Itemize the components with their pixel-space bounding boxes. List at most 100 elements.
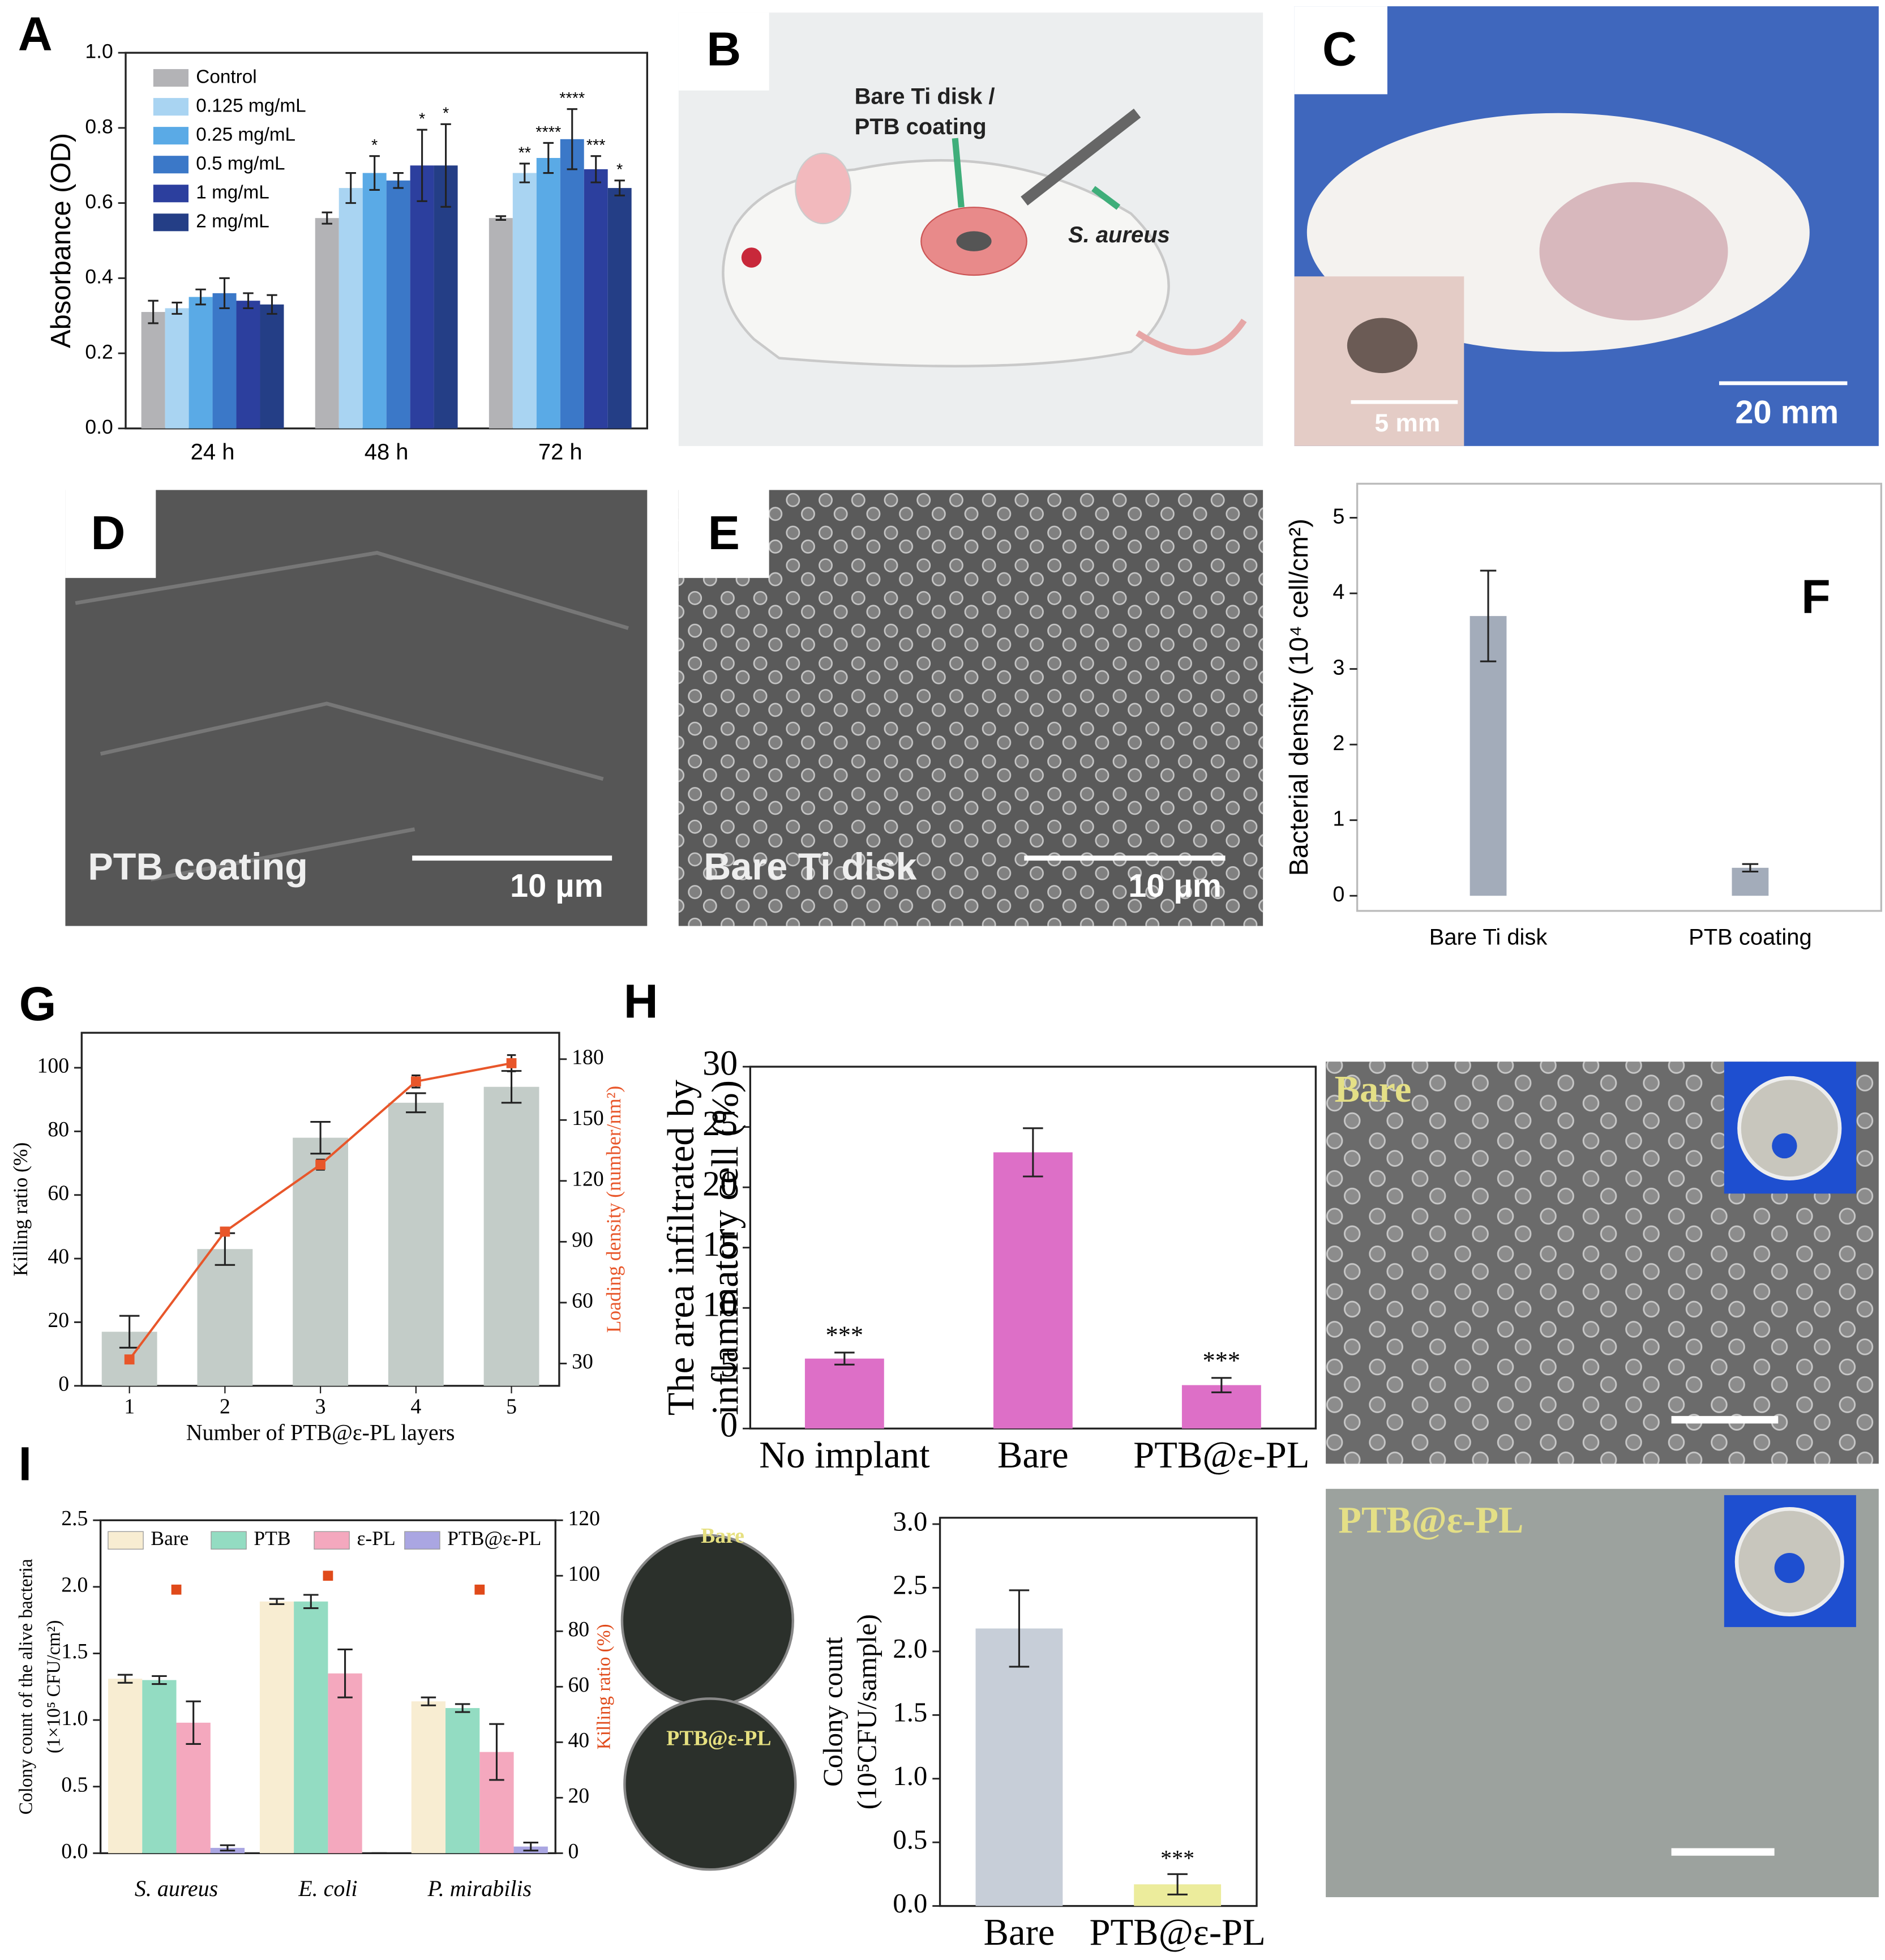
x-tick-label: No implant bbox=[759, 1435, 930, 1476]
plate bbox=[620, 1534, 795, 1707]
y-axis-title: (1×10⁵ CFU/cm²) bbox=[43, 1620, 64, 1753]
legend-swatch bbox=[153, 213, 188, 232]
bar bbox=[483, 1086, 539, 1386]
sem-panels: Bare PTB@ε-PL bbox=[1326, 1062, 1879, 1898]
implant bbox=[1347, 318, 1418, 374]
bar bbox=[108, 1679, 143, 1854]
panel-letter: A bbox=[18, 7, 53, 61]
point bbox=[124, 1354, 135, 1365]
legend-label: 1 mg/mL bbox=[196, 182, 269, 203]
y-axis-title: inflammatory cell (%) bbox=[705, 1080, 746, 1415]
legend-swatch bbox=[153, 127, 188, 145]
panel-letter: C bbox=[1322, 22, 1357, 75]
legend-swatch bbox=[314, 1531, 350, 1550]
y-tick-label: 3.0 bbox=[893, 1505, 927, 1537]
bar bbox=[386, 180, 410, 429]
y2-axis-title: Loading density (number/nm²) bbox=[602, 1086, 625, 1333]
y-tick-label: 0 bbox=[568, 1839, 579, 1863]
x-axis-title: Number of PTB@ε-PL layers bbox=[186, 1420, 455, 1445]
significance: *** bbox=[586, 136, 606, 155]
point bbox=[410, 1076, 421, 1087]
y-tick-label: 1.5 bbox=[61, 1640, 88, 1663]
y-tick-label: 30 bbox=[572, 1350, 593, 1373]
bar bbox=[188, 297, 213, 429]
bar bbox=[434, 165, 458, 429]
bar bbox=[328, 1673, 362, 1854]
significance: **** bbox=[535, 123, 561, 142]
legend-swatch bbox=[153, 98, 188, 116]
panel-letter: G bbox=[19, 977, 57, 1030]
significance: * bbox=[371, 136, 378, 155]
y-tick-label: 40 bbox=[48, 1245, 69, 1269]
bar bbox=[142, 1680, 177, 1854]
label: S. aureus bbox=[1068, 222, 1170, 247]
legend-swatch bbox=[108, 1531, 144, 1550]
x-tick-label: 3 bbox=[315, 1394, 326, 1418]
bar bbox=[1470, 616, 1507, 896]
y-tick-label: 1.5 bbox=[893, 1697, 927, 1728]
legend-label: 0.25 mg/mL bbox=[196, 124, 295, 145]
plot-frame bbox=[1356, 482, 1883, 912]
y-tick-label: 4 bbox=[1333, 580, 1344, 604]
panel-b: Bare Ti disk / PTB coating S. aureus B bbox=[678, 12, 1263, 446]
mouse-tail bbox=[1136, 318, 1247, 356]
legend-label: PTB bbox=[254, 1527, 290, 1550]
point bbox=[315, 1159, 325, 1170]
chart: 0.0 0.5 1.0 1.5 2.0 2.5 0 20 40 60 80 100 120 S. aure… bbox=[15, 1437, 614, 1901]
bar bbox=[445, 1707, 480, 1854]
y-tick-label: 1.0 bbox=[893, 1760, 927, 1791]
letter-box bbox=[65, 490, 156, 578]
arrow bbox=[952, 138, 965, 208]
chart: 0.00.20.40.60.81.024 h 48 h 72 h**********… bbox=[18, 7, 648, 465]
bar bbox=[975, 1628, 1063, 1906]
y-tick-label: 5 bbox=[1333, 504, 1344, 528]
panel-c: 5 mm 20 mm C bbox=[1294, 6, 1879, 446]
y-tick-label: 20 bbox=[48, 1308, 69, 1332]
significance: * bbox=[616, 161, 623, 179]
scale-label: 10 µm bbox=[1128, 868, 1222, 904]
bar bbox=[560, 139, 584, 429]
legend-label: 0.5 mg/mL bbox=[196, 153, 285, 174]
bacteria-texture bbox=[678, 490, 1263, 926]
arrow bbox=[1091, 186, 1121, 210]
x-tick-label: Bare Ti disk bbox=[1429, 925, 1548, 949]
plates: Bare PTB@ε-PL bbox=[620, 1524, 797, 1871]
legend-label: 0.125 mg/mL bbox=[196, 95, 306, 116]
panel-letter: F bbox=[1801, 570, 1831, 623]
legend-swatch bbox=[153, 156, 188, 174]
bar bbox=[259, 1601, 294, 1854]
scale-label: 20 mm bbox=[1735, 395, 1839, 431]
y-tick-label: 0.5 bbox=[893, 1824, 927, 1855]
y-tick-label: 2 bbox=[1333, 731, 1344, 755]
y-tick-label: 80 bbox=[568, 1617, 589, 1641]
point bbox=[171, 1584, 182, 1595]
letter-box bbox=[678, 490, 769, 578]
label: PTB@ε-PL bbox=[666, 1726, 771, 1750]
disk-hole bbox=[1774, 1552, 1805, 1584]
disk bbox=[1737, 1076, 1842, 1180]
bar bbox=[294, 1601, 328, 1854]
x-tick-label: 2 bbox=[220, 1394, 230, 1418]
syringe bbox=[1021, 108, 1141, 206]
x-tick-label: 4 bbox=[410, 1394, 421, 1418]
scale-label: 5 mm bbox=[1374, 409, 1440, 437]
y-tick-label: 120 bbox=[572, 1167, 604, 1191]
bar bbox=[512, 173, 537, 429]
y-tick-label: 15 bbox=[702, 1225, 738, 1264]
point bbox=[506, 1058, 517, 1068]
y-tick-label: 0.8 bbox=[85, 115, 113, 138]
y-axis-title: Killing ratio (%) bbox=[9, 1142, 32, 1277]
panel-letter: E bbox=[708, 506, 740, 559]
panel-letter: H bbox=[624, 975, 658, 1028]
panel-letter: I bbox=[19, 1437, 32, 1490]
y-tick-label: 90 bbox=[572, 1228, 593, 1252]
y-axis-title: (10⁵CFU/sample) bbox=[851, 1614, 882, 1809]
plot-frame bbox=[939, 1517, 1258, 1907]
y-tick-label: 40 bbox=[568, 1728, 589, 1752]
bar bbox=[1732, 867, 1769, 896]
bar bbox=[993, 1152, 1073, 1429]
bar bbox=[411, 1701, 446, 1854]
bar bbox=[197, 1249, 253, 1386]
x-tick-label: PTB@ε-PL bbox=[1133, 1435, 1309, 1476]
